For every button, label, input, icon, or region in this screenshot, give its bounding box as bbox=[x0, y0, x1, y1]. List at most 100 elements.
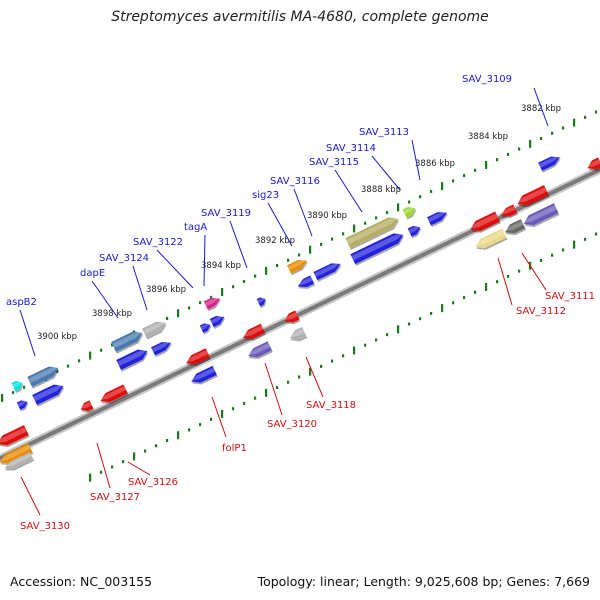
scale-tick bbox=[419, 317, 422, 321]
scale-tick bbox=[408, 322, 411, 326]
forward-gene-arrow[interactable] bbox=[313, 260, 342, 281]
gene-label-sig23[interactable]: sig23 bbox=[252, 190, 293, 247]
forward-gene-arrow[interactable] bbox=[199, 321, 212, 333]
reverse-gene-arrow[interactable] bbox=[79, 400, 94, 413]
svg-text:aspB2: aspB2 bbox=[6, 297, 37, 308]
forward-gene-arrow[interactable] bbox=[32, 381, 66, 405]
scale-tick bbox=[111, 343, 114, 347]
reverse-gene-arrow[interactable] bbox=[468, 211, 500, 235]
forward-gene-arrow[interactable] bbox=[209, 313, 227, 328]
reverse-gene-arrow[interactable] bbox=[503, 219, 526, 237]
scale-tick bbox=[177, 431, 180, 440]
scale-tick bbox=[551, 253, 554, 257]
reverse-gene-arrow[interactable] bbox=[499, 204, 518, 219]
scale-tick bbox=[584, 237, 587, 241]
gene-label-sav-3119[interactable]: SAV_3119 bbox=[201, 208, 251, 269]
gene-label-sav-3130[interactable]: SAV_3130 bbox=[20, 476, 70, 532]
forward-gene-arrow[interactable] bbox=[538, 153, 562, 171]
gene-label-sav-3111[interactable]: SAV_3111 bbox=[521, 252, 595, 302]
forward-gene-arrow[interactable] bbox=[27, 363, 61, 387]
forward-gene-arrow[interactable] bbox=[142, 318, 168, 338]
forward-gene-arrow[interactable] bbox=[16, 398, 29, 410]
svg-text:folP1: folP1 bbox=[222, 443, 247, 454]
forward-gene-arrow[interactable] bbox=[407, 223, 423, 237]
forward-gene-arrow[interactable] bbox=[111, 328, 145, 352]
scale-tick bbox=[298, 375, 301, 379]
scale-tick bbox=[111, 465, 114, 469]
reverse-gene-arrow[interactable] bbox=[184, 348, 210, 367]
reverse-gene-arrow[interactable] bbox=[515, 185, 549, 209]
scale-tick-labels: 3882 kbp 3884 kbp 3886 kbp 3888 kbp 3890 kbp… bbox=[37, 104, 561, 342]
gene-label-sav-3124[interactable]: SAV_3124 bbox=[99, 253, 149, 311]
scale-tick bbox=[78, 359, 81, 363]
gene-label-sav-3118[interactable]: SAV_3118 bbox=[305, 356, 356, 411]
reverse-gene-arrow[interactable] bbox=[241, 323, 266, 343]
scale-tick bbox=[529, 139, 532, 148]
reverse-gene-arrow[interactable] bbox=[521, 203, 559, 229]
forward-gene-arrow[interactable] bbox=[427, 209, 449, 226]
reverse-gene-arrow[interactable] bbox=[473, 228, 507, 252]
gene-label-sav-3113[interactable]: SAV_3113 bbox=[359, 127, 421, 181]
scale-tick bbox=[463, 174, 466, 178]
forward-gene-arrow[interactable] bbox=[350, 230, 405, 265]
scale-tick-label: 3882 kbp bbox=[521, 104, 561, 114]
gene-label-sav-3112[interactable]: SAV_3112 bbox=[497, 257, 566, 317]
scale-tick bbox=[177, 309, 180, 318]
forward-gene-arrow[interactable] bbox=[11, 379, 25, 392]
forward-gene-arrow[interactable] bbox=[345, 214, 400, 249]
gene-label-sav-3122[interactable]: SAV_3122 bbox=[133, 237, 194, 289]
forward-gene-arrow[interactable] bbox=[296, 275, 315, 290]
forward-gene-arrow[interactable] bbox=[203, 294, 222, 310]
gene-label-sav-3126[interactable]: SAV_3126 bbox=[127, 461, 178, 488]
scale-tick bbox=[441, 304, 444, 313]
scale-tick-label: 3890 kbp bbox=[307, 211, 347, 221]
gene-label-dape[interactable]: dapE bbox=[80, 268, 119, 319]
forward-gene-arrow[interactable] bbox=[402, 204, 418, 218]
scale-tick bbox=[386, 333, 389, 337]
gene-label-sav-3127[interactable]: SAV_3127 bbox=[90, 442, 140, 503]
reverse-gene-arrow[interactable] bbox=[98, 384, 128, 405]
gene-label-aspb2[interactable]: aspB2 bbox=[6, 297, 37, 357]
gene-label-folp1[interactable]: folP1 bbox=[211, 396, 247, 454]
reverse-gene-arrow[interactable] bbox=[0, 443, 33, 467]
forward-gene-arrow[interactable] bbox=[256, 296, 268, 307]
scale-tick bbox=[386, 211, 389, 215]
forward-gene-arrow[interactable] bbox=[287, 257, 309, 274]
scale-tick bbox=[551, 131, 554, 135]
gene-label-sav-3109[interactable]: SAV_3109 bbox=[462, 74, 549, 127]
svg-text:SAV_3124: SAV_3124 bbox=[99, 253, 149, 264]
reverse-gene-arrow[interactable] bbox=[246, 341, 272, 360]
reverse-gene-arrow[interactable] bbox=[586, 157, 600, 172]
scale-tick bbox=[507, 152, 510, 156]
reverse-gene-arrow[interactable] bbox=[0, 425, 29, 449]
scale-tick-label: 3900 kbp bbox=[37, 332, 77, 342]
forward-scale-line bbox=[1, 110, 598, 402]
gene-label-sav-3116[interactable]: SAV_3116 bbox=[270, 176, 320, 237]
svg-text:SAV_3127: SAV_3127 bbox=[90, 492, 140, 503]
scale-tick bbox=[518, 269, 521, 273]
scale-tick bbox=[452, 179, 455, 183]
scale-tick bbox=[342, 232, 345, 236]
forward-gene-arrow[interactable] bbox=[116, 346, 150, 370]
forward-gene-arrow[interactable] bbox=[151, 339, 173, 356]
reverse-gene-arrow[interactable] bbox=[283, 310, 300, 325]
scale-tick-label: 3894 kbp bbox=[201, 261, 241, 271]
scale-tick bbox=[56, 369, 59, 373]
gene-label-sav-3120[interactable]: SAV_3120 bbox=[264, 362, 317, 430]
gene-label-sav-3115[interactable]: SAV_3115 bbox=[309, 157, 363, 213]
scale-tick bbox=[287, 258, 290, 262]
svg-text:SAV_3126: SAV_3126 bbox=[128, 477, 178, 488]
scale-tick bbox=[232, 285, 235, 289]
reverse-gene-arrow[interactable] bbox=[189, 365, 217, 386]
reverse-gene-arrow[interactable] bbox=[3, 451, 34, 472]
reverse-gene-arrow[interactable] bbox=[288, 327, 307, 343]
scale-tick bbox=[364, 221, 367, 225]
svg-text:sig23: sig23 bbox=[252, 190, 279, 201]
gene-label-taga[interactable]: tagA bbox=[184, 222, 207, 287]
scale-tick bbox=[331, 237, 334, 241]
scale-tick bbox=[243, 279, 246, 283]
scale-tick bbox=[496, 158, 499, 162]
gene-label-sav-3114[interactable]: SAV_3114 bbox=[326, 143, 401, 191]
scale-tick bbox=[23, 385, 26, 389]
scale-tick bbox=[452, 301, 455, 305]
